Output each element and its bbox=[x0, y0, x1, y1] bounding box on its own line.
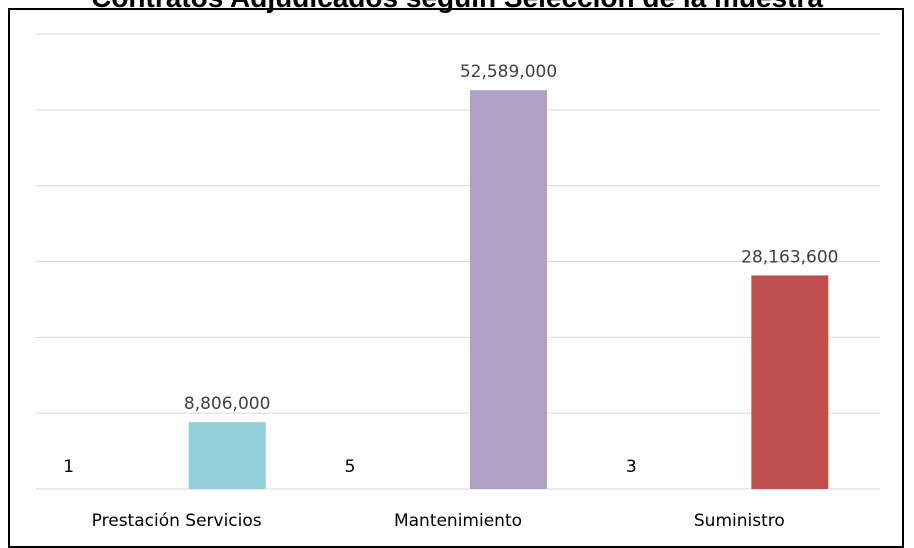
category-label: Mantenimiento bbox=[394, 511, 522, 531]
category-label: Suministro bbox=[694, 511, 785, 531]
count-label: 5 bbox=[345, 457, 356, 477]
bar-0 bbox=[188, 422, 266, 489]
bar-1 bbox=[470, 90, 547, 490]
count-label: 3 bbox=[626, 457, 637, 477]
value-label: 8,806,000 bbox=[184, 394, 271, 414]
category-label: Prestación Servicios bbox=[92, 511, 262, 531]
bar-2 bbox=[751, 275, 829, 489]
chart-title: Contratos Adjudicados seguin Selección d… bbox=[0, 0, 914, 12]
value-label: 52,589,000 bbox=[460, 62, 557, 82]
count-label: 1 bbox=[63, 457, 74, 477]
value-label: 28,163,600 bbox=[741, 247, 838, 267]
